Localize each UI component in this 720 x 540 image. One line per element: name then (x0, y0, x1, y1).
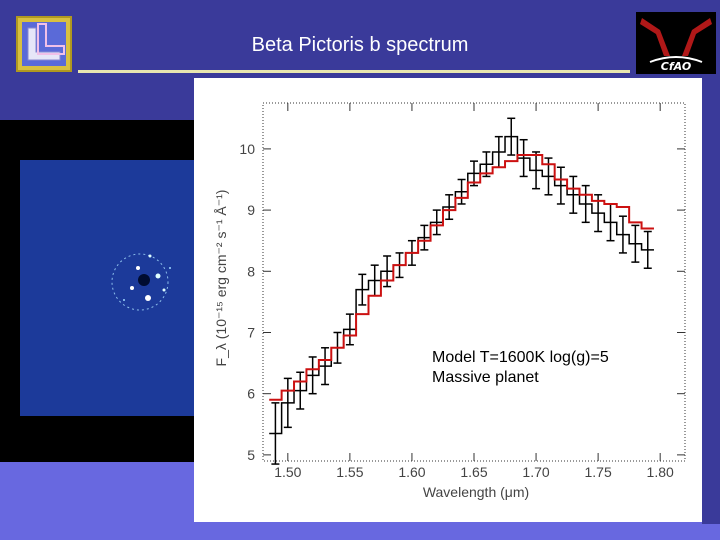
bottom-left-accent-bar (0, 462, 196, 540)
llnl-logo-icon (16, 16, 72, 72)
beta-pic-image (20, 160, 196, 416)
x-tick-label: 1.65 (460, 464, 487, 480)
svg-text:CfAO: CfAO (661, 60, 691, 73)
title-underline (78, 70, 630, 73)
x-tick-label: 1.70 (522, 464, 549, 480)
x-axis-label: Wavelength (μm) (423, 484, 529, 500)
bottom-right-accent-bar (196, 522, 720, 540)
y-tick-label: 10 (239, 141, 255, 157)
x-tick-label: 1.50 (274, 464, 301, 480)
y-tick-label: 5 (247, 447, 255, 463)
y-axis-label: F_λ (10⁻¹⁵ erg cm⁻² s⁻¹ Å⁻¹) (213, 190, 229, 367)
model-spectrum-series (269, 154, 654, 401)
slide-title: Beta Pictoris b spectrum (251, 34, 469, 56)
right-edge-stripe (702, 80, 720, 524)
x-tick-label: 1.60 (398, 464, 425, 480)
y-tick-label: 7 (247, 324, 255, 340)
x-tick-label: 1.55 (336, 464, 363, 480)
y-tick-label: 8 (247, 263, 255, 279)
annotation-line-2: Massive planet (432, 369, 539, 386)
spectrum-chart-svg: 1.50 1.55 1.60 1.65 1.70 1.75 1.80 5 6 7 8 9 10 Wave… (213, 102, 686, 500)
spectrum-plot: 1.50 1.55 1.60 1.65 1.70 1.75 1.80 5 6 7 8 9 10 Wave… (194, 78, 702, 522)
model-annotation: Model T=1600K log(g)=5 Massive planet (432, 348, 609, 388)
x-tick-label: 1.80 (647, 464, 674, 480)
y-tick-label: 9 (247, 202, 255, 218)
model-step-line (269, 154, 654, 401)
y-tick-label: 6 (247, 386, 255, 402)
x-tick-label: 1.75 (584, 464, 611, 480)
cfao-logo-icon: CfAO (636, 12, 716, 74)
annotation-line-1: Model T=1600K log(g)=5 (432, 349, 609, 366)
observed-spectrum-series (269, 117, 654, 465)
plot-frame (262, 102, 686, 462)
